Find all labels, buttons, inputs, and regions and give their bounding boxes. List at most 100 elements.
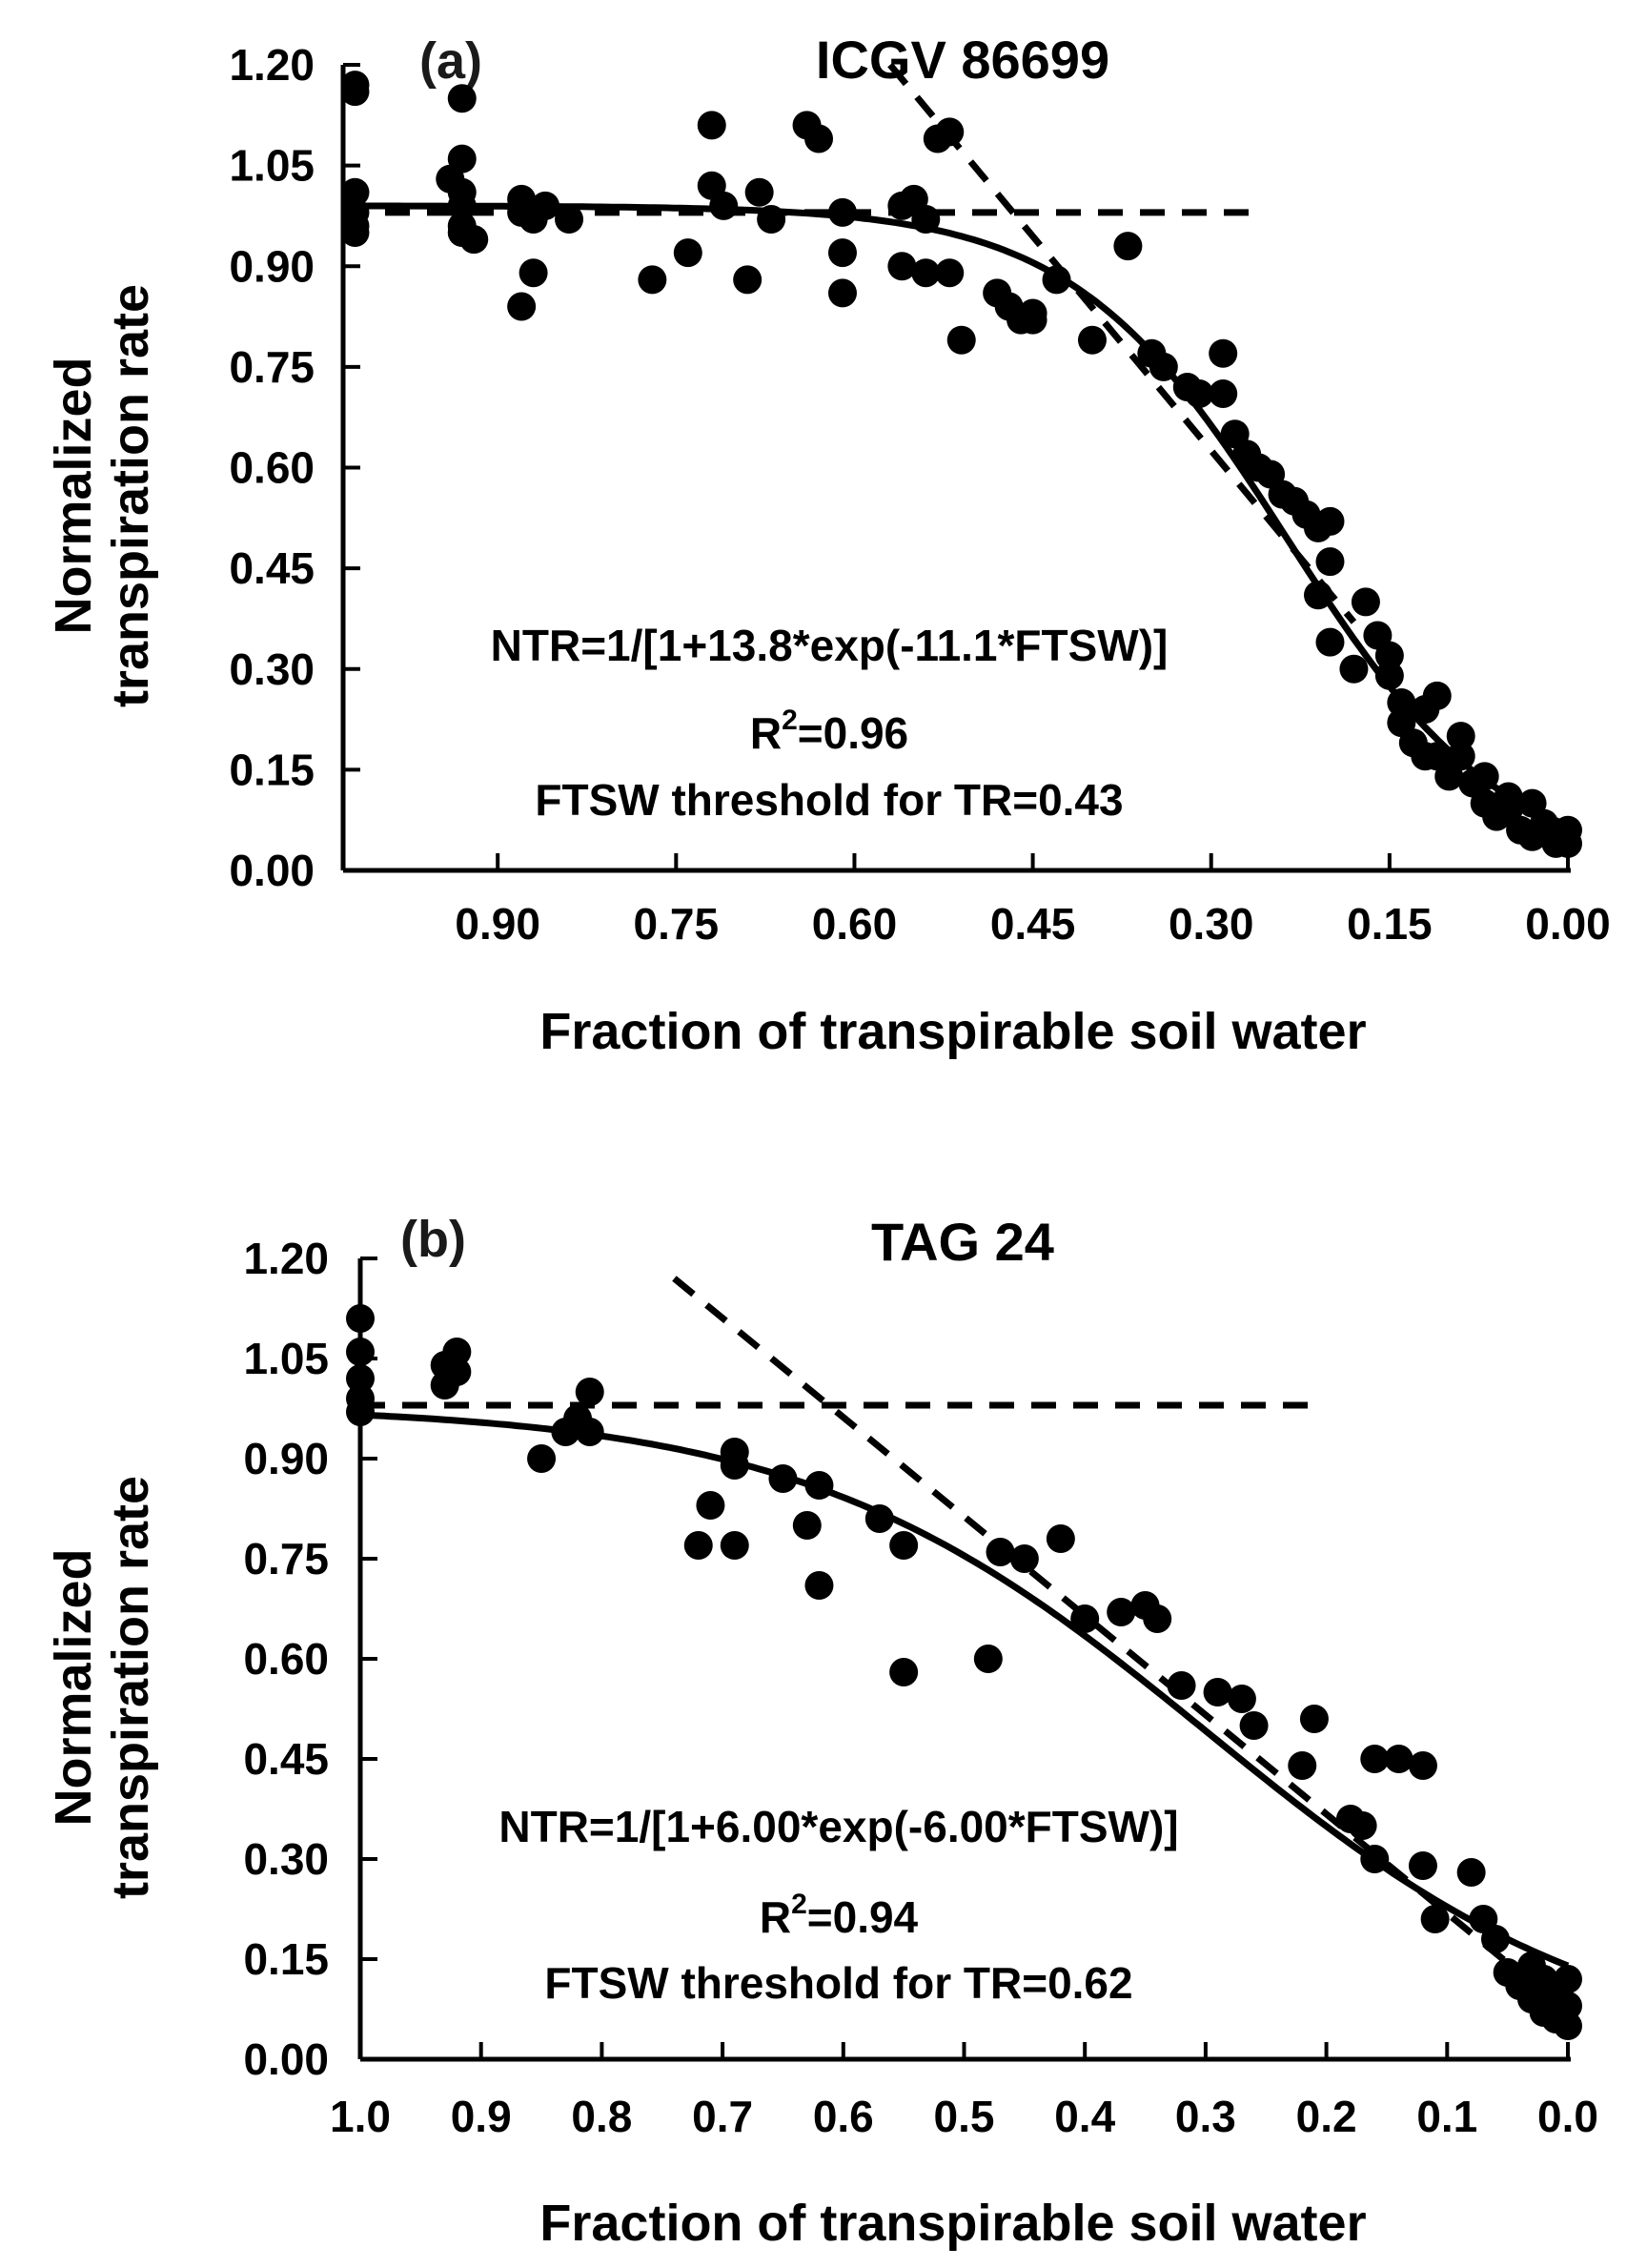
data-point <box>442 1358 472 1386</box>
x-tick-label: 0.75 <box>634 899 720 949</box>
data-point <box>696 1491 725 1520</box>
x-tick-label: 0.5 <box>934 2092 995 2141</box>
data-point <box>720 1531 749 1560</box>
data-point <box>1107 1598 1136 1626</box>
data-point <box>1315 627 1345 657</box>
data-point <box>1470 762 1499 791</box>
y-tick-label: 0.00 <box>229 846 315 895</box>
x-tick-label: 0.0 <box>1537 2092 1598 2141</box>
data-point <box>1387 687 1416 717</box>
y-tick-label: 0.15 <box>229 745 315 794</box>
data-point <box>827 278 857 308</box>
data-point <box>1042 265 1071 295</box>
y-tick-label: 1.20 <box>243 1234 329 1283</box>
data-point <box>683 1531 713 1560</box>
slope-line <box>887 62 1357 624</box>
data-point <box>1408 1751 1437 1780</box>
data-point <box>1360 1845 1390 1873</box>
data-point <box>673 238 702 268</box>
y-tick-label: 0.75 <box>229 342 315 392</box>
data-point <box>1315 547 1345 577</box>
fit-curve <box>359 1411 1570 1970</box>
threshold-b: FTSW threshold for TR=0.62 <box>544 1958 1132 2008</box>
y-axis-label-b-line1: Normalized <box>45 1548 102 1826</box>
x-tick-label: 1.0 <box>330 2092 391 2141</box>
r-squared-a: R2=0.96 <box>750 705 908 758</box>
data-point <box>531 191 560 220</box>
r-squared-value-a: =0.96 <box>798 708 908 758</box>
data-point <box>442 1338 472 1366</box>
chart-title-b: TAG 24 <box>871 1212 1054 1272</box>
data-point <box>1446 742 1475 771</box>
data-point <box>447 84 477 113</box>
data-point <box>1304 581 1333 610</box>
data-point <box>1422 681 1452 710</box>
y-tick-label: 0.00 <box>243 2034 329 2084</box>
data-point <box>1374 641 1404 670</box>
threshold-a: FTSW threshold for TR=0.43 <box>535 775 1123 825</box>
data-point <box>1209 379 1238 409</box>
data-point <box>1239 1711 1269 1740</box>
data-point <box>1339 654 1369 684</box>
y-tick-label: 0.30 <box>229 644 315 694</box>
data-point <box>1420 1905 1450 1933</box>
data-point <box>744 177 774 207</box>
x-tick-label: 0.60 <box>812 899 898 949</box>
data-points-a <box>340 71 1582 858</box>
x-tick-label: 0.9 <box>451 2092 512 2141</box>
data-point <box>340 71 370 100</box>
data-point <box>889 1658 919 1686</box>
y-tick-label: 0.60 <box>229 443 315 493</box>
data-points-b <box>346 1304 1582 2040</box>
x-axis-label-b: Fraction of transpirable soil water <box>539 2195 1366 2252</box>
data-point <box>518 258 548 288</box>
panel-a: (a) ICGV 86699 Normalized transpiration … <box>45 30 1611 1060</box>
data-point <box>1315 506 1345 536</box>
data-point <box>1203 1678 1232 1706</box>
y-tick-label: 0.60 <box>243 1634 329 1684</box>
data-point <box>436 164 465 194</box>
data-point <box>935 258 965 288</box>
data-point <box>459 225 489 255</box>
y-axis-label-a-line2: transpiration rate <box>102 284 159 707</box>
data-point <box>889 1531 919 1560</box>
data-point <box>973 1645 1003 1673</box>
fit-lines-b <box>359 1276 1571 2015</box>
data-point <box>340 177 370 207</box>
x-axis-label-a: Fraction of transpirable soil water <box>539 1003 1366 1060</box>
data-point <box>1554 828 1582 858</box>
data-point <box>340 218 370 248</box>
fit-lines-a <box>343 62 1570 829</box>
y-axis-label-b-line2: transpiration rate <box>102 1476 159 1899</box>
x-tick-label: 0.90 <box>455 899 540 949</box>
data-point <box>1149 352 1178 381</box>
r-squared-value-b: =0.94 <box>807 1892 919 1942</box>
y-tick-label: 0.90 <box>243 1434 329 1483</box>
data-point <box>720 1451 749 1480</box>
data-point <box>768 1464 798 1493</box>
data-point <box>1351 587 1380 617</box>
x-tick-label: 0.6 <box>813 2092 874 2141</box>
data-point <box>697 111 726 140</box>
data-point <box>887 252 917 281</box>
data-point <box>827 238 857 268</box>
y-tick-label: 1.05 <box>229 141 315 191</box>
r-squared-b: R2=0.94 <box>760 1889 919 1942</box>
data-point <box>827 197 857 227</box>
data-point <box>946 325 976 355</box>
data-point <box>575 1378 604 1406</box>
data-point <box>575 1418 604 1446</box>
panel-label-b: (b) <box>400 1211 466 1268</box>
x-tick-label: 0.15 <box>1347 899 1433 949</box>
data-point <box>447 191 477 220</box>
data-point <box>1113 232 1143 261</box>
data-point <box>911 204 941 234</box>
data-point <box>1348 1811 1377 1840</box>
data-point <box>911 258 941 288</box>
data-point <box>1167 1671 1196 1700</box>
data-point <box>1480 1925 1510 1953</box>
data-point <box>1384 1745 1413 1773</box>
data-point <box>527 1444 557 1473</box>
data-point <box>709 191 739 220</box>
panel-label-a: (a) <box>419 32 482 90</box>
